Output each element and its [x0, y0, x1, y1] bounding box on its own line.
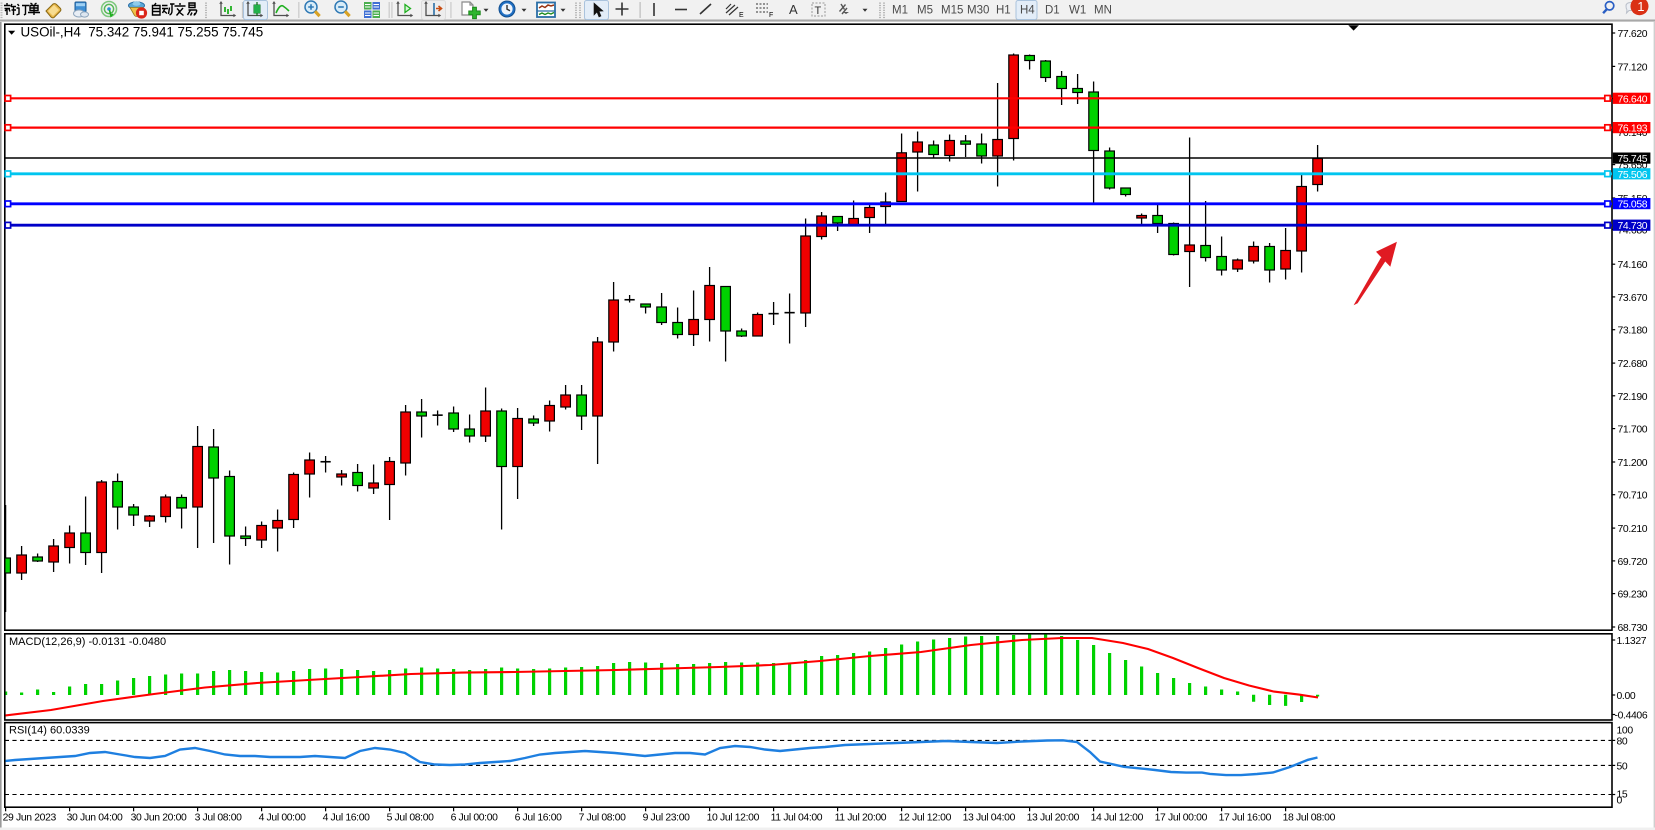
svg-text:0.00: 0.00	[1617, 691, 1636, 702]
svg-text:77.120: 77.120	[1618, 62, 1648, 73]
svg-text:E: E	[739, 12, 744, 19]
svg-text:4 Jul 00:00: 4 Jul 00:00	[259, 812, 307, 823]
svg-text:6 Jul 16:00: 6 Jul 16:00	[515, 812, 563, 823]
svg-text:30 Jun 04:00: 30 Jun 04:00	[67, 812, 123, 823]
svg-text:29 Jun 2023: 29 Jun 2023	[3, 812, 57, 823]
svg-text:H1: H1	[996, 5, 1011, 17]
svg-text:17 Jul 16:00: 17 Jul 16:00	[1219, 812, 1272, 823]
svg-text:5 Jul 08:00: 5 Jul 08:00	[387, 812, 435, 823]
svg-text:M1: M1	[892, 5, 908, 17]
svg-text:69.720: 69.720	[1618, 557, 1648, 568]
svg-text:M15: M15	[941, 5, 963, 17]
svg-text:10 Jul 12:00: 10 Jul 12:00	[707, 812, 760, 823]
svg-text:MN: MN	[1094, 5, 1112, 17]
svg-text:13 Jul 04:00: 13 Jul 04:00	[963, 812, 1016, 823]
svg-text:9 Jul 23:00: 9 Jul 23:00	[643, 812, 691, 823]
svg-text:RSI(14) 60.0339: RSI(14) 60.0339	[9, 725, 90, 737]
svg-text:3 Jul 08:00: 3 Jul 08:00	[195, 812, 243, 823]
svg-text:12 Jul 12:00: 12 Jul 12:00	[899, 812, 952, 823]
svg-text:-0.4406: -0.4406	[1615, 711, 1648, 722]
svg-text:69.230: 69.230	[1618, 590, 1648, 601]
svg-text:M5: M5	[917, 5, 933, 17]
svg-text:72.190: 72.190	[1618, 392, 1648, 403]
svg-text:100: 100	[1617, 726, 1634, 737]
svg-text:USOil-,H4 75.342 75.941 75.25: USOil-,H4 75.342 75.941 75.255 75.745	[21, 25, 264, 40]
svg-text:73.670: 73.670	[1618, 293, 1648, 304]
svg-text:6 Jul 00:00: 6 Jul 00:00	[451, 812, 499, 823]
svg-text:T: T	[815, 5, 822, 17]
svg-text:74.160: 74.160	[1618, 260, 1648, 271]
svg-text:75.745: 75.745	[1618, 154, 1648, 165]
svg-text:0: 0	[1617, 795, 1623, 806]
svg-text:76.640: 76.640	[1618, 94, 1648, 105]
svg-text:MACD(12,26,9) -0.0131 -0.0480: MACD(12,26,9) -0.0131 -0.0480	[9, 636, 166, 648]
svg-text:70.210: 70.210	[1618, 524, 1648, 535]
svg-text:1.1327: 1.1327	[1617, 636, 1647, 647]
svg-text:76.140: 76.140	[1618, 128, 1648, 139]
svg-text:D1: D1	[1045, 5, 1060, 17]
svg-text:1: 1	[1637, 0, 1644, 14]
svg-text:74.680: 74.680	[1618, 225, 1648, 236]
svg-text:68.730: 68.730	[1618, 623, 1648, 634]
svg-text:72.680: 72.680	[1618, 359, 1648, 370]
svg-text:75.058: 75.058	[1618, 200, 1648, 211]
svg-text:75.650: 75.650	[1618, 161, 1648, 172]
svg-text:30 Jun 20:00: 30 Jun 20:00	[131, 812, 187, 823]
svg-text:13 Jul 20:00: 13 Jul 20:00	[1027, 812, 1080, 823]
svg-text:73.180: 73.180	[1618, 326, 1648, 337]
svg-text:17 Jul 00:00: 17 Jul 00:00	[1155, 812, 1208, 823]
svg-text:71.700: 71.700	[1618, 425, 1648, 436]
svg-text:74.730: 74.730	[1618, 221, 1648, 232]
svg-text:A: A	[789, 2, 798, 17]
svg-text:77.620: 77.620	[1618, 29, 1648, 40]
svg-text:71.200: 71.200	[1618, 458, 1648, 469]
svg-text:76.193: 76.193	[1618, 124, 1648, 135]
svg-text:F: F	[769, 12, 773, 19]
svg-text:14 Jul 12:00: 14 Jul 12:00	[1091, 812, 1144, 823]
svg-text:11 Jul 04:00: 11 Jul 04:00	[771, 812, 823, 823]
svg-text:M30: M30	[967, 5, 989, 17]
svg-text:4 Jul 16:00: 4 Jul 16:00	[323, 812, 371, 823]
svg-text:11 Jul 20:00: 11 Jul 20:00	[835, 812, 887, 823]
svg-text:H4: H4	[1020, 5, 1035, 17]
svg-text:75.506: 75.506	[1618, 170, 1648, 181]
svg-text:70.710: 70.710	[1618, 491, 1648, 502]
svg-text:80: 80	[1617, 737, 1628, 748]
svg-text:15: 15	[1617, 790, 1628, 801]
svg-text:50: 50	[1617, 761, 1628, 772]
svg-text:7 Jul 08:00: 7 Jul 08:00	[579, 812, 627, 823]
svg-text:W1: W1	[1069, 5, 1086, 17]
svg-text:18 Jul 08:00: 18 Jul 08:00	[1283, 812, 1336, 823]
